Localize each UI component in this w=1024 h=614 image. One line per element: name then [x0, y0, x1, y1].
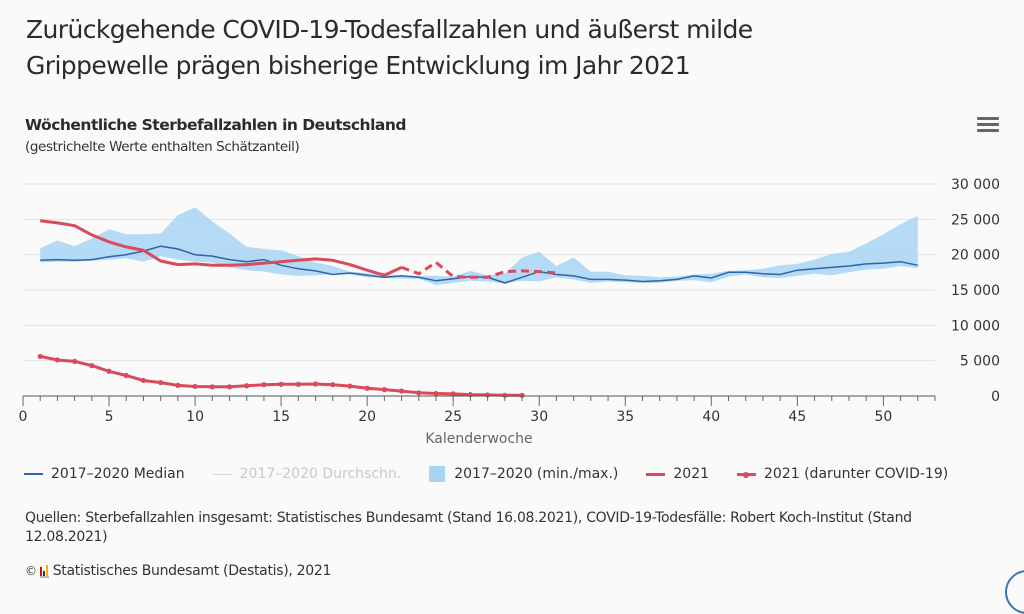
covid-point: [312, 381, 319, 387]
legend-swatch-min-max: [429, 466, 446, 482]
covid-point: [72, 358, 78, 364]
line-2021: [40, 219, 403, 277]
headline: Zurückgehende COVID-19-Todesfallzahlen u…: [26, 15, 753, 80]
covid-point: [502, 392, 508, 398]
legend-swatch-average: [212, 473, 232, 475]
menu-bar: [977, 123, 999, 126]
y-tick-label: 30 000: [951, 177, 1000, 193]
min-max-area: [40, 207, 918, 286]
destatis-logo-icon: [39, 564, 49, 578]
covid-point: [261, 382, 267, 388]
legend-item-average[interactable]: 2017–2020 Durchschn.: [212, 466, 402, 482]
covid-point: [37, 353, 43, 360]
covid-point: [192, 383, 198, 390]
covid-point: [295, 381, 301, 387]
marker-dot-icon: [743, 471, 750, 478]
area-min-max: [40, 207, 918, 286]
sources-note: Quellen: Sterbefallzahlen insgesamt: Sta…: [25, 510, 912, 545]
y-tick-label: 15 000: [951, 283, 1000, 299]
covid-point: [89, 363, 95, 369]
covid-point: [416, 390, 422, 396]
covid-point: [347, 383, 353, 389]
line-2021-covid: [39, 354, 522, 397]
x-axis-title: Kalenderwoche: [425, 431, 532, 447]
menu-bar: [977, 117, 999, 120]
covid-point: [433, 390, 439, 397]
chart-subtitle: (gestrichelte Werte enthalten Schätzante…: [25, 139, 300, 155]
x-tick-label: 15: [272, 409, 290, 425]
y-tick-label: 5 000: [960, 354, 1000, 370]
legend-label: 2021 (darunter COVID-19): [764, 466, 949, 482]
copyright: © Statistisches Bundesamt (Destatis), 20…: [25, 563, 331, 579]
legend: 2017–2020 Median 2017–2020 Durchschn. 20…: [24, 466, 976, 482]
hamburger-menu-icon[interactable]: [977, 117, 999, 137]
copyright-text: Statistisches Bundesamt (Destatis), 2021: [52, 563, 332, 579]
x-tick-label: 25: [444, 409, 462, 425]
y-tick-label: 25 000: [951, 212, 1000, 228]
y-tick-label: 0: [991, 389, 1000, 405]
covid-point: [450, 391, 456, 397]
legend-label: 2021: [673, 466, 710, 482]
legend-item-min-max[interactable]: 2017–2020 (min./max.): [429, 466, 618, 482]
y-tick-label: 20 000: [951, 248, 1000, 264]
x-tick-label: 35: [616, 409, 634, 425]
axes: 0 5 000 10 000 15 000 20 000 25 000 30 000 0 5 10…: [19, 177, 1000, 425]
scroll-indicator-icon[interactable]: [1005, 570, 1024, 614]
x-tick-label: 45: [788, 409, 806, 425]
series-lines: [37, 219, 918, 398]
covid-point: [278, 381, 284, 387]
covid-point: [381, 387, 387, 393]
covid-point: [54, 357, 61, 363]
legend-item-median[interactable]: 2017–2020 Median: [24, 466, 185, 482]
covid-point: [398, 388, 405, 394]
legend-swatch-2021-covid: [737, 471, 757, 478]
chart-title: Wöchentliche Sterbefallzahlen in Deutsch…: [25, 116, 407, 134]
x-tick-label: 30: [530, 409, 548, 425]
y-tick-label: 10 000: [951, 318, 1000, 334]
legend-item-2021-covid[interactable]: 2021 (darunter COVID-19): [737, 466, 948, 482]
x-tick-label: 10: [186, 409, 204, 425]
legend-label: 2017–2020 (min./max.): [454, 466, 619, 482]
line-median: [40, 245, 918, 284]
legend-swatch-2021: [646, 472, 666, 476]
covid-point: [175, 382, 181, 388]
covid-point: [364, 385, 370, 391]
copyright-symbol: ©: [25, 564, 37, 578]
covid-point: [123, 372, 129, 379]
x-tick-label: 50: [874, 409, 892, 425]
x-tick-label: 0: [19, 409, 28, 425]
covid-point: [106, 368, 112, 374]
covid-point: [158, 379, 164, 386]
legend-label: 2017–2020 Median: [51, 466, 185, 482]
legend-item-2021[interactable]: 2021: [646, 466, 709, 482]
chart-plot: 0 5 000 10 000 15 000 20 000 25 000 30 000 0 5 10…: [19, 177, 1000, 447]
covid-point: [330, 382, 336, 388]
x-tick-label: 20: [358, 409, 376, 425]
covid-point: [209, 384, 215, 390]
legend-label: 2017–2020 Durchschn.: [239, 466, 402, 482]
covid-point: [140, 377, 147, 384]
x-tick-label: 40: [702, 409, 720, 425]
x-tick-label: 5: [105, 409, 114, 425]
menu-bar: [977, 129, 999, 132]
covid-point: [519, 392, 525, 398]
covid-point: [226, 384, 233, 390]
line-2021-estimated: [401, 260, 557, 279]
covid-point: [244, 383, 250, 389]
legend-swatch-median: [24, 473, 43, 475]
